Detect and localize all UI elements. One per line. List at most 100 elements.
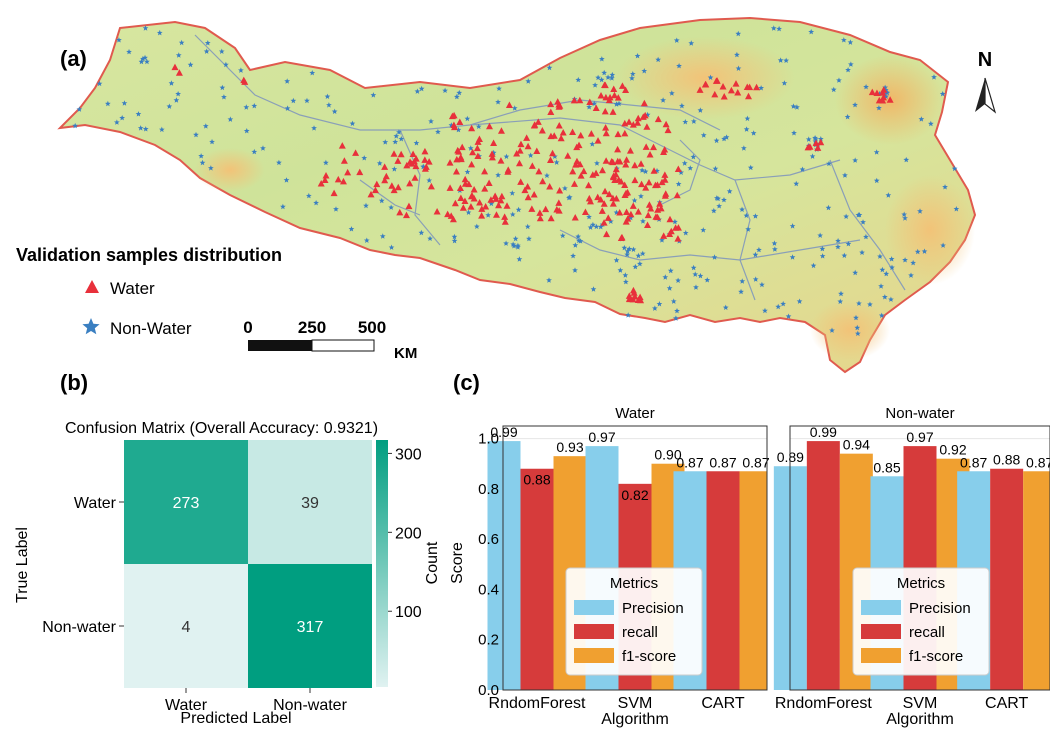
water-marker [535, 167, 543, 175]
water-marker [581, 208, 589, 215]
nonwater-marker [199, 159, 206, 166]
panel-c-label: (c) [453, 370, 480, 395]
water-marker [534, 118, 542, 125]
water-marker [452, 168, 460, 175]
bar-recall [706, 471, 740, 690]
nonwater-marker [138, 58, 145, 65]
water-marker [601, 187, 609, 195]
water-marker [339, 177, 347, 185]
water-marker [547, 156, 555, 163]
water-marker [373, 180, 381, 188]
bar-subplot-water: Water 0.99 0.88 0.93 RndomForest 0.97 0.82 0.90… [478, 405, 770, 728]
water-marker [617, 178, 625, 185]
nonwater-marker [854, 324, 861, 331]
nonwater-marker [635, 252, 642, 259]
water-marker [701, 81, 709, 88]
nonwater-marker [627, 214, 634, 221]
nonwater-marker [879, 266, 886, 273]
nonwater-marker [662, 274, 669, 280]
nonwater-marker [392, 139, 399, 145]
water-marker [513, 149, 521, 157]
water-marker [559, 128, 567, 136]
cm-cell-value: 4 [182, 619, 191, 636]
water-marker [352, 149, 360, 156]
map-legend-nonwater: Non-Water [110, 319, 192, 338]
water-marker [344, 168, 352, 176]
water-marker [623, 156, 631, 163]
water-marker [521, 186, 529, 194]
nonwater-marker [739, 278, 746, 284]
water-marker [542, 205, 550, 213]
bar-value-label: 0.97 [906, 429, 933, 445]
nonwater-marker [562, 185, 568, 191]
water-marker [646, 151, 654, 158]
nonwater-marker [251, 103, 258, 109]
nonwater-marker [771, 240, 778, 246]
nonwater-marker [276, 159, 282, 166]
nonwater-marker [621, 244, 628, 251]
nonwater-marker [349, 120, 356, 126]
water-marker [421, 156, 429, 163]
water-marker [652, 213, 660, 220]
nonwater-marker [856, 300, 862, 306]
water-marker [576, 96, 584, 104]
bar-category-label: RndomForest [775, 695, 872, 712]
water-marker [626, 147, 634, 154]
water-marker [555, 121, 563, 129]
nonwater-marker [928, 120, 934, 127]
water-marker [397, 150, 405, 158]
nonwater-marker [721, 135, 727, 142]
nonwater-marker [546, 277, 552, 283]
nonwater-marker [333, 206, 339, 212]
nonwater-marker [511, 243, 517, 249]
nonwater-marker [867, 301, 873, 307]
nonwater-marker [495, 172, 501, 178]
nonwater-marker [673, 315, 679, 321]
water-samples [171, 63, 894, 304]
water-marker [469, 148, 477, 156]
water-marker [475, 135, 483, 142]
colorbar-label: Count [424, 541, 441, 584]
water-marker [622, 161, 630, 168]
water-marker [394, 183, 402, 191]
nonwater-marker [599, 56, 605, 62]
water-marker [488, 153, 496, 161]
water-marker [495, 201, 503, 209]
nonwater-marker [670, 298, 677, 304]
nonwater-marker [623, 278, 629, 285]
water-marker [732, 80, 740, 87]
nonwater-marker [427, 235, 433, 241]
water-marker [474, 152, 482, 159]
nonwater-marker [743, 126, 750, 132]
nonwater-marker [704, 277, 711, 283]
water-marker [585, 181, 593, 189]
water-marker [425, 158, 433, 165]
nonwater-marker [745, 226, 751, 232]
nonwater-marker [722, 304, 729, 310]
water-marker [734, 89, 742, 96]
nonwater-marker [509, 190, 516, 196]
nonwater-marker [418, 229, 425, 236]
water-marker [631, 176, 639, 184]
water-marker [531, 121, 539, 128]
water-marker [601, 107, 609, 115]
water-marker [886, 96, 894, 103]
water-marker [468, 124, 476, 132]
nonwater-marker [826, 160, 832, 167]
nonwater-marker [515, 244, 521, 250]
nonwater-marker [863, 84, 869, 90]
nonwater-marker [634, 53, 641, 59]
water-marker [340, 157, 348, 164]
water-marker [455, 148, 463, 155]
water-marker [444, 210, 452, 218]
water-marker [367, 190, 375, 198]
bar-value-label: 0.92 [939, 442, 966, 458]
water-marker [467, 192, 475, 200]
water-marker [654, 115, 662, 123]
water-marker [604, 214, 612, 221]
basin-boundaries [194, 34, 906, 301]
nonwater-marker [114, 119, 120, 125]
bar-legend-swatch [574, 624, 614, 639]
desert-region [195, 148, 265, 192]
nonwater-marker [752, 276, 759, 282]
